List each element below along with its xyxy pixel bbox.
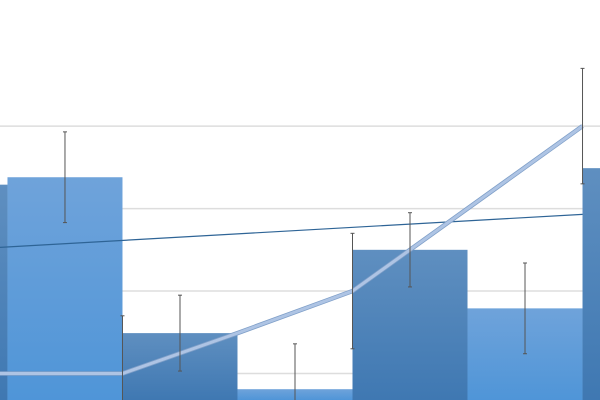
line-point [0,373,1,375]
line-point [236,332,238,334]
bars [0,168,600,400]
trendline [0,213,583,248]
bar [582,168,600,400]
bar [0,184,8,400]
error-bars [62,67,585,400]
trendline-group [0,213,583,248]
